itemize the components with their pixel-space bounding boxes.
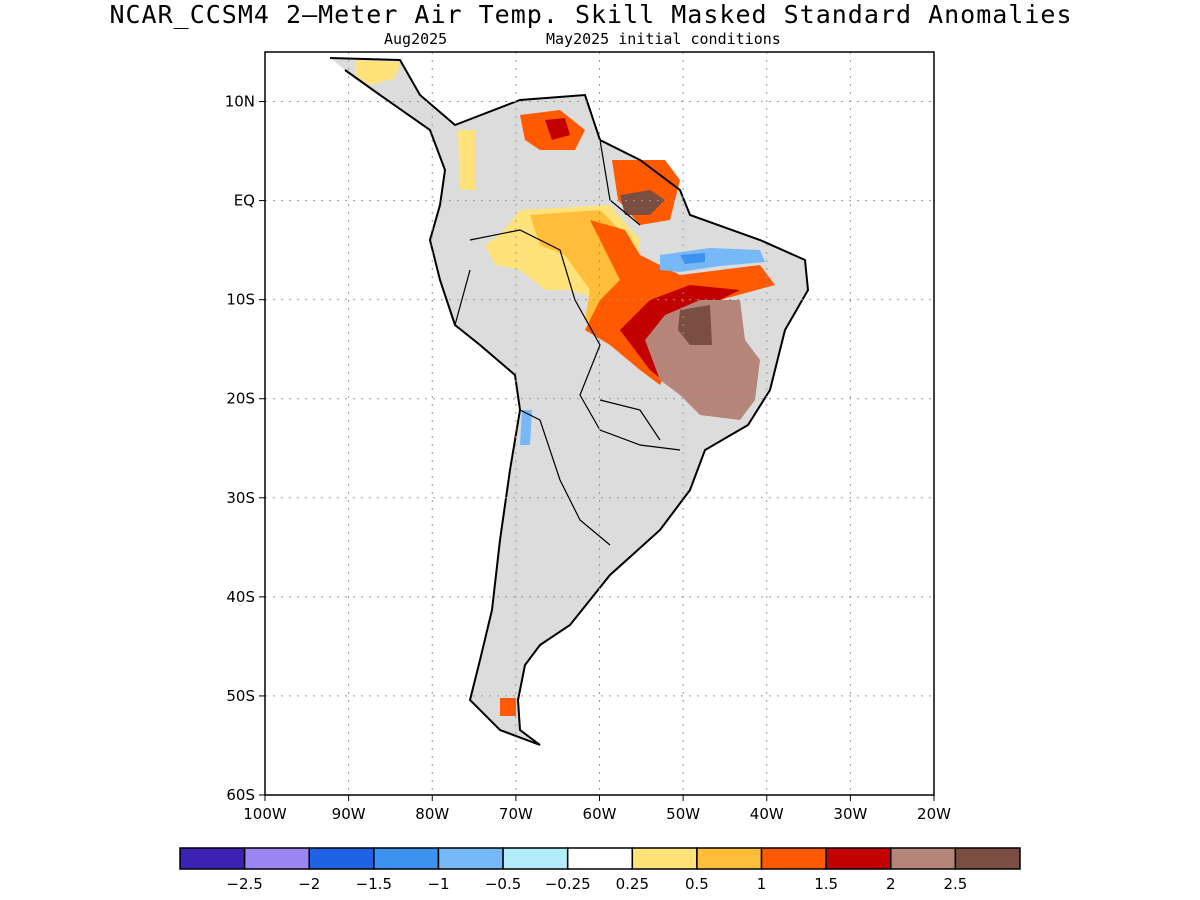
colorbar-swatch: [890, 847, 957, 870]
anomaly-cool-strong-region: [680, 253, 705, 264]
colorbar-label: −0.25: [545, 875, 591, 893]
latitude-axis: 10N EQ 10S 20S 30S 40S 50S 60S: [225, 93, 265, 804]
longitude-axis: 100W 90W 80W 70W 60W 50W 40W 30W 20W: [243, 795, 951, 823]
colorbar-swatch: [179, 847, 246, 870]
anomaly-2p5-region: [645, 300, 760, 420]
coastline: [329, 57, 810, 746]
lon-tick-label: 100W: [243, 805, 287, 823]
initial-conditions-label: May2025 initial conditions: [546, 30, 781, 48]
colorbar-label: 1: [757, 875, 767, 893]
lon-tick-label: 20W: [917, 805, 951, 823]
lon-tick-label: 70W: [499, 805, 533, 823]
colorbar-boxes: [179, 847, 1021, 870]
colorbar-label: 0.5: [685, 875, 709, 893]
colorbar-swatch: [631, 847, 698, 870]
colorbar-label: 0.25: [616, 875, 649, 893]
colorbar-label: −2: [298, 875, 320, 893]
colorbar-swatch: [308, 847, 375, 870]
colorbar-label: −0.5: [485, 875, 521, 893]
colorbar-swatch: [437, 847, 504, 870]
lat-tick-label: 40S: [226, 588, 255, 606]
colorbar-swatch: [825, 847, 892, 870]
lat-tick-label: 30S: [226, 489, 255, 507]
lat-tick-label: 50S: [226, 687, 255, 705]
colorbar-swatch: [696, 847, 763, 870]
land-masked-region: [330, 58, 808, 745]
anomaly-caribbean-region: [355, 60, 400, 85]
lon-tick-label: 90W: [332, 805, 366, 823]
lon-tick-label: 40W: [750, 805, 784, 823]
map-plot-area: [265, 52, 934, 795]
lat-tick-label: 10N: [225, 93, 255, 111]
lon-tick-label: 50W: [666, 805, 700, 823]
colorbar-label: 2.5: [943, 875, 967, 893]
lon-tick-label: 80W: [415, 805, 449, 823]
colorbar-label: −1: [427, 875, 449, 893]
anomaly-guiana-max-region: [620, 190, 665, 215]
anomaly-cool-region: [660, 248, 765, 272]
colorbar-swatch: [373, 847, 440, 870]
lon-tick-label: 30W: [833, 805, 867, 823]
country-borders: [454, 139, 681, 546]
anomaly-max-region: [678, 305, 712, 345]
colorbar-swatch: [760, 847, 827, 870]
anomaly-colombia-region: [458, 130, 475, 190]
lon-tick-label: 60W: [583, 805, 617, 823]
lat-tick-label: 60S: [226, 786, 255, 804]
colorbar-label: −1.5: [356, 875, 392, 893]
anomaly-north-hot-region: [545, 118, 570, 140]
colorbar-swatch: [566, 847, 634, 870]
colorbar-swatch: [502, 847, 569, 870]
colorbar-label: 1.5: [814, 875, 838, 893]
map-title: NCAR_CCSM4 2—Meter Air Temp. Skill Maske…: [109, 0, 1073, 29]
colorbar-label: −2.5: [226, 875, 262, 893]
colorbar-swatch: [954, 847, 1021, 870]
anomaly-patagonia-region: [500, 698, 516, 716]
colorbar-labels: −2.5 −2 −1.5 −1 −0.5 −0.25 0.25 0.5 1 1.5 2 2.5: [226, 875, 967, 893]
lat-tick-label: 20S: [226, 390, 255, 408]
colorbar-label: 2: [886, 875, 896, 893]
colorbar-swatch: [243, 847, 310, 870]
anomaly-chile-cool-region: [520, 410, 532, 445]
lat-tick-label: 10S: [226, 291, 255, 309]
lat-tick-label: EQ: [234, 192, 255, 210]
valid-month-label: Aug2025: [384, 30, 448, 48]
